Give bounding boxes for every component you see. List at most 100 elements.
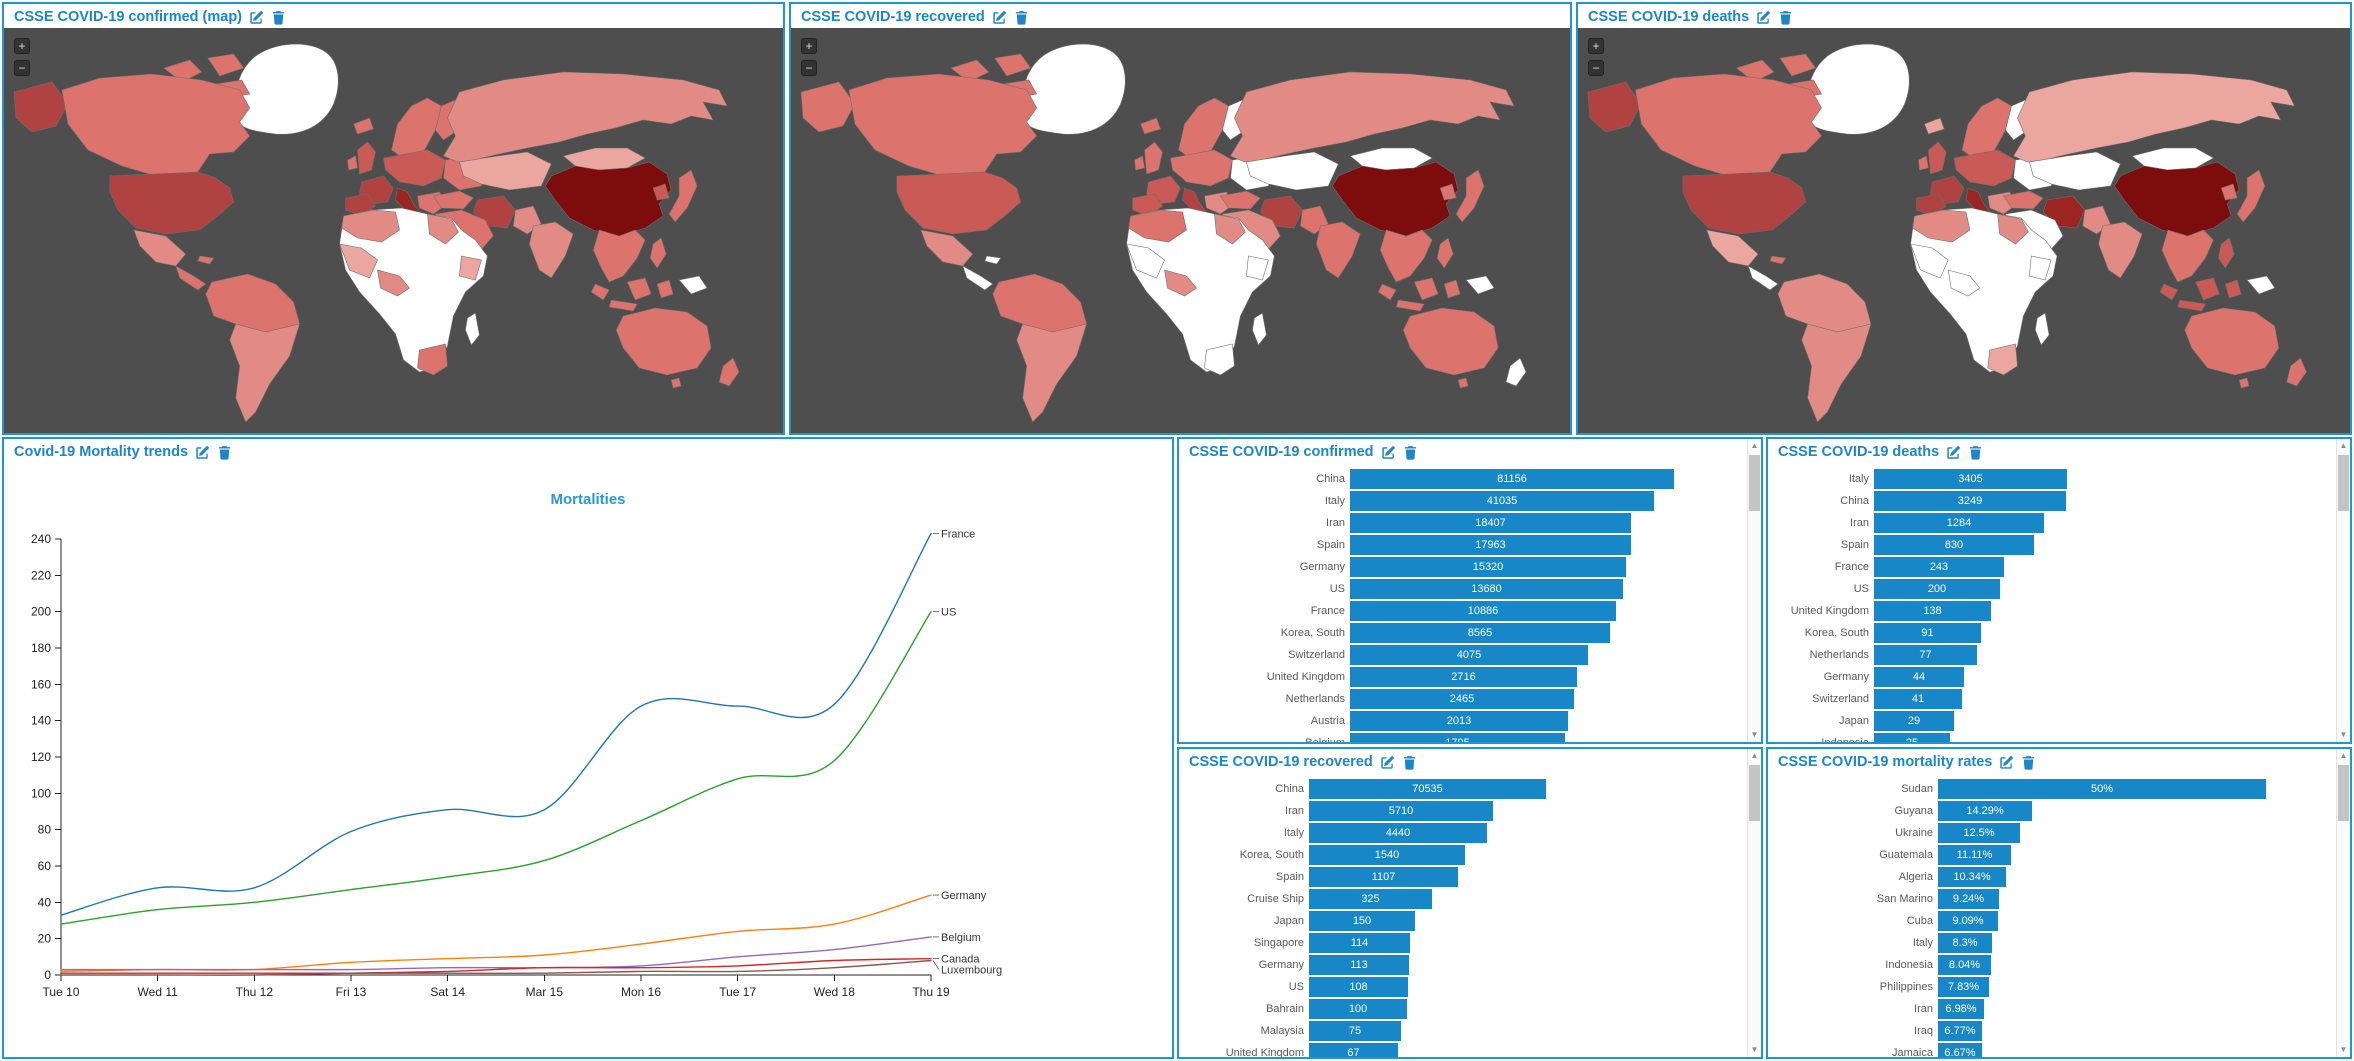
bar-iran[interactable]: 6.98% [1938, 999, 1984, 1019]
country-ireland[interactable] [1134, 155, 1145, 171]
country-iceland[interactable] [1140, 117, 1161, 135]
country-korea[interactable] [652, 183, 670, 201]
country-philippines[interactable] [1436, 237, 1454, 269]
map-zoom-in-button[interactable]: + [14, 38, 30, 54]
edit-icon[interactable] [195, 445, 210, 460]
country-scandinavia[interactable] [1961, 97, 2012, 161]
scroll-down-icon[interactable]: ▼ [1750, 730, 1759, 739]
bar-united-kingdom[interactable]: 67 [1309, 1043, 1398, 1057]
country-greenland[interactable] [1807, 43, 1910, 135]
country-russia[interactable] [1230, 71, 1515, 163]
bar-iran[interactable]: 1284 [1874, 513, 2044, 533]
scrollbar-thumb[interactable] [1749, 455, 1760, 511]
country-us[interactable] [1682, 171, 1806, 235]
bar-guyana[interactable]: 14.29% [1938, 801, 2032, 821]
country-africa[interactable] [1126, 207, 1275, 373]
country-caribbean[interactable] [197, 255, 215, 265]
country-tasmania[interactable] [670, 377, 682, 389]
bar-united-kingdom[interactable]: 2716 [1350, 667, 1577, 687]
trash-icon[interactable] [271, 10, 286, 25]
country-iceland[interactable] [1924, 117, 1945, 135]
country-iceland[interactable] [353, 117, 374, 135]
scrollbar-thumb[interactable] [2338, 765, 2349, 821]
bar-netherlands[interactable]: 2465 [1350, 689, 1574, 709]
country-south-america-north[interactable] [205, 273, 300, 333]
scroll-down-icon[interactable]: ▼ [1750, 1045, 1759, 1054]
country-arctic-island[interactable] [207, 53, 245, 77]
country-indonesia[interactable] [2177, 299, 2206, 312]
bar-korea-south[interactable]: 1540 [1309, 845, 1465, 865]
bar-us[interactable]: 108 [1309, 977, 1408, 997]
map-canvas-deaths[interactable]: + − [1578, 28, 2350, 433]
series-line-us[interactable] [60, 611, 932, 925]
country-south-africa[interactable] [1987, 343, 2018, 376]
country-india[interactable] [2098, 221, 2143, 279]
scroll-up-icon[interactable]: ▲ [2339, 751, 2348, 760]
country-india[interactable] [1316, 221, 1361, 279]
series-line-canada[interactable] [60, 957, 932, 975]
bar-france[interactable]: 243 [1874, 557, 2004, 577]
country-indonesia[interactable] [1413, 277, 1439, 301]
bar-germany[interactable]: 44 [1874, 667, 1964, 687]
scroll-up-icon[interactable]: ▲ [2339, 441, 2348, 450]
country-south-america-south[interactable] [1016, 323, 1088, 423]
scrollbar[interactable]: ▲ ▼ [1747, 749, 1761, 1057]
bar-spain[interactable]: 17963 [1350, 535, 1631, 555]
country-egypt[interactable] [1214, 213, 1246, 245]
country-indonesia[interactable] [2224, 279, 2242, 299]
bar-austria[interactable]: 2013 [1350, 711, 1568, 731]
country-indonesia[interactable] [1395, 299, 1425, 312]
country-indonesia[interactable] [1443, 279, 1461, 299]
country-east-africa[interactable] [459, 255, 482, 281]
country-indonesia[interactable] [2195, 277, 2220, 301]
country-korea[interactable] [2220, 183, 2238, 201]
country-papua-new-guinea[interactable] [1465, 275, 1495, 295]
edit-icon[interactable] [1381, 445, 1396, 460]
country-canada[interactable] [1635, 73, 1822, 177]
country-alaska[interactable] [1587, 81, 1642, 133]
bar-iraq[interactable]: 6.77% [1938, 1021, 1982, 1041]
country-us[interactable] [109, 171, 235, 235]
country-east-africa[interactable] [1246, 255, 1269, 281]
bar-ukraine[interactable]: 12.5% [1938, 823, 2020, 843]
country-papua-new-guinea[interactable] [2246, 275, 2276, 295]
country-canada[interactable] [61, 73, 251, 177]
bar-germany[interactable]: 15320 [1350, 557, 1626, 577]
country-china[interactable] [1331, 161, 1459, 237]
bar-guatemala[interactable]: 11.11% [1938, 845, 2011, 865]
country-west-africa[interactable] [1910, 243, 1949, 279]
country-africa[interactable] [339, 207, 488, 373]
bar-us[interactable]: 200 [1874, 579, 2000, 599]
country-australia[interactable] [615, 307, 712, 376]
scrollbar-thumb[interactable] [1749, 765, 1760, 821]
country-papua-new-guinea[interactable] [678, 275, 708, 295]
edit-icon[interactable] [1999, 755, 2014, 770]
country-new-zealand[interactable] [2286, 357, 2307, 387]
bar-indonesia[interactable]: 25 [1874, 733, 1950, 742]
bar-china[interactable]: 70535 [1309, 779, 1546, 799]
bar-korea-south[interactable]: 91 [1874, 623, 1981, 643]
country-alaska[interactable] [800, 81, 856, 133]
map-zoom-in-button[interactable]: + [801, 38, 817, 54]
trash-icon[interactable] [2021, 755, 2036, 770]
country-south-africa[interactable] [1204, 343, 1235, 376]
edit-icon[interactable] [1946, 445, 1961, 460]
country-new-zealand[interactable] [718, 357, 740, 387]
bar-italy[interactable]: 8.3% [1938, 933, 1992, 953]
trash-icon[interactable] [217, 445, 232, 460]
country-philippines[interactable] [2218, 237, 2235, 269]
country-turkey[interactable] [432, 190, 474, 210]
country-kazakhstan[interactable] [1246, 151, 1339, 191]
trash-icon[interactable] [1968, 445, 1983, 460]
bar-algeria[interactable]: 10.34% [1938, 867, 2006, 887]
bar-switzerland[interactable]: 41 [1874, 689, 1962, 709]
country-indonesia[interactable] [626, 277, 652, 301]
country-egypt[interactable] [1997, 213, 2029, 245]
country-central-america[interactable] [962, 265, 994, 291]
country-australia[interactable] [2184, 307, 2280, 376]
map-zoom-out-button[interactable]: − [801, 60, 817, 76]
country-us[interactable] [896, 171, 1022, 235]
country-southeast-asia[interactable] [1379, 229, 1433, 283]
bar-sudan[interactable]: 50% [1938, 779, 2266, 799]
bar-cruise-ship[interactable]: 325 [1309, 889, 1432, 909]
